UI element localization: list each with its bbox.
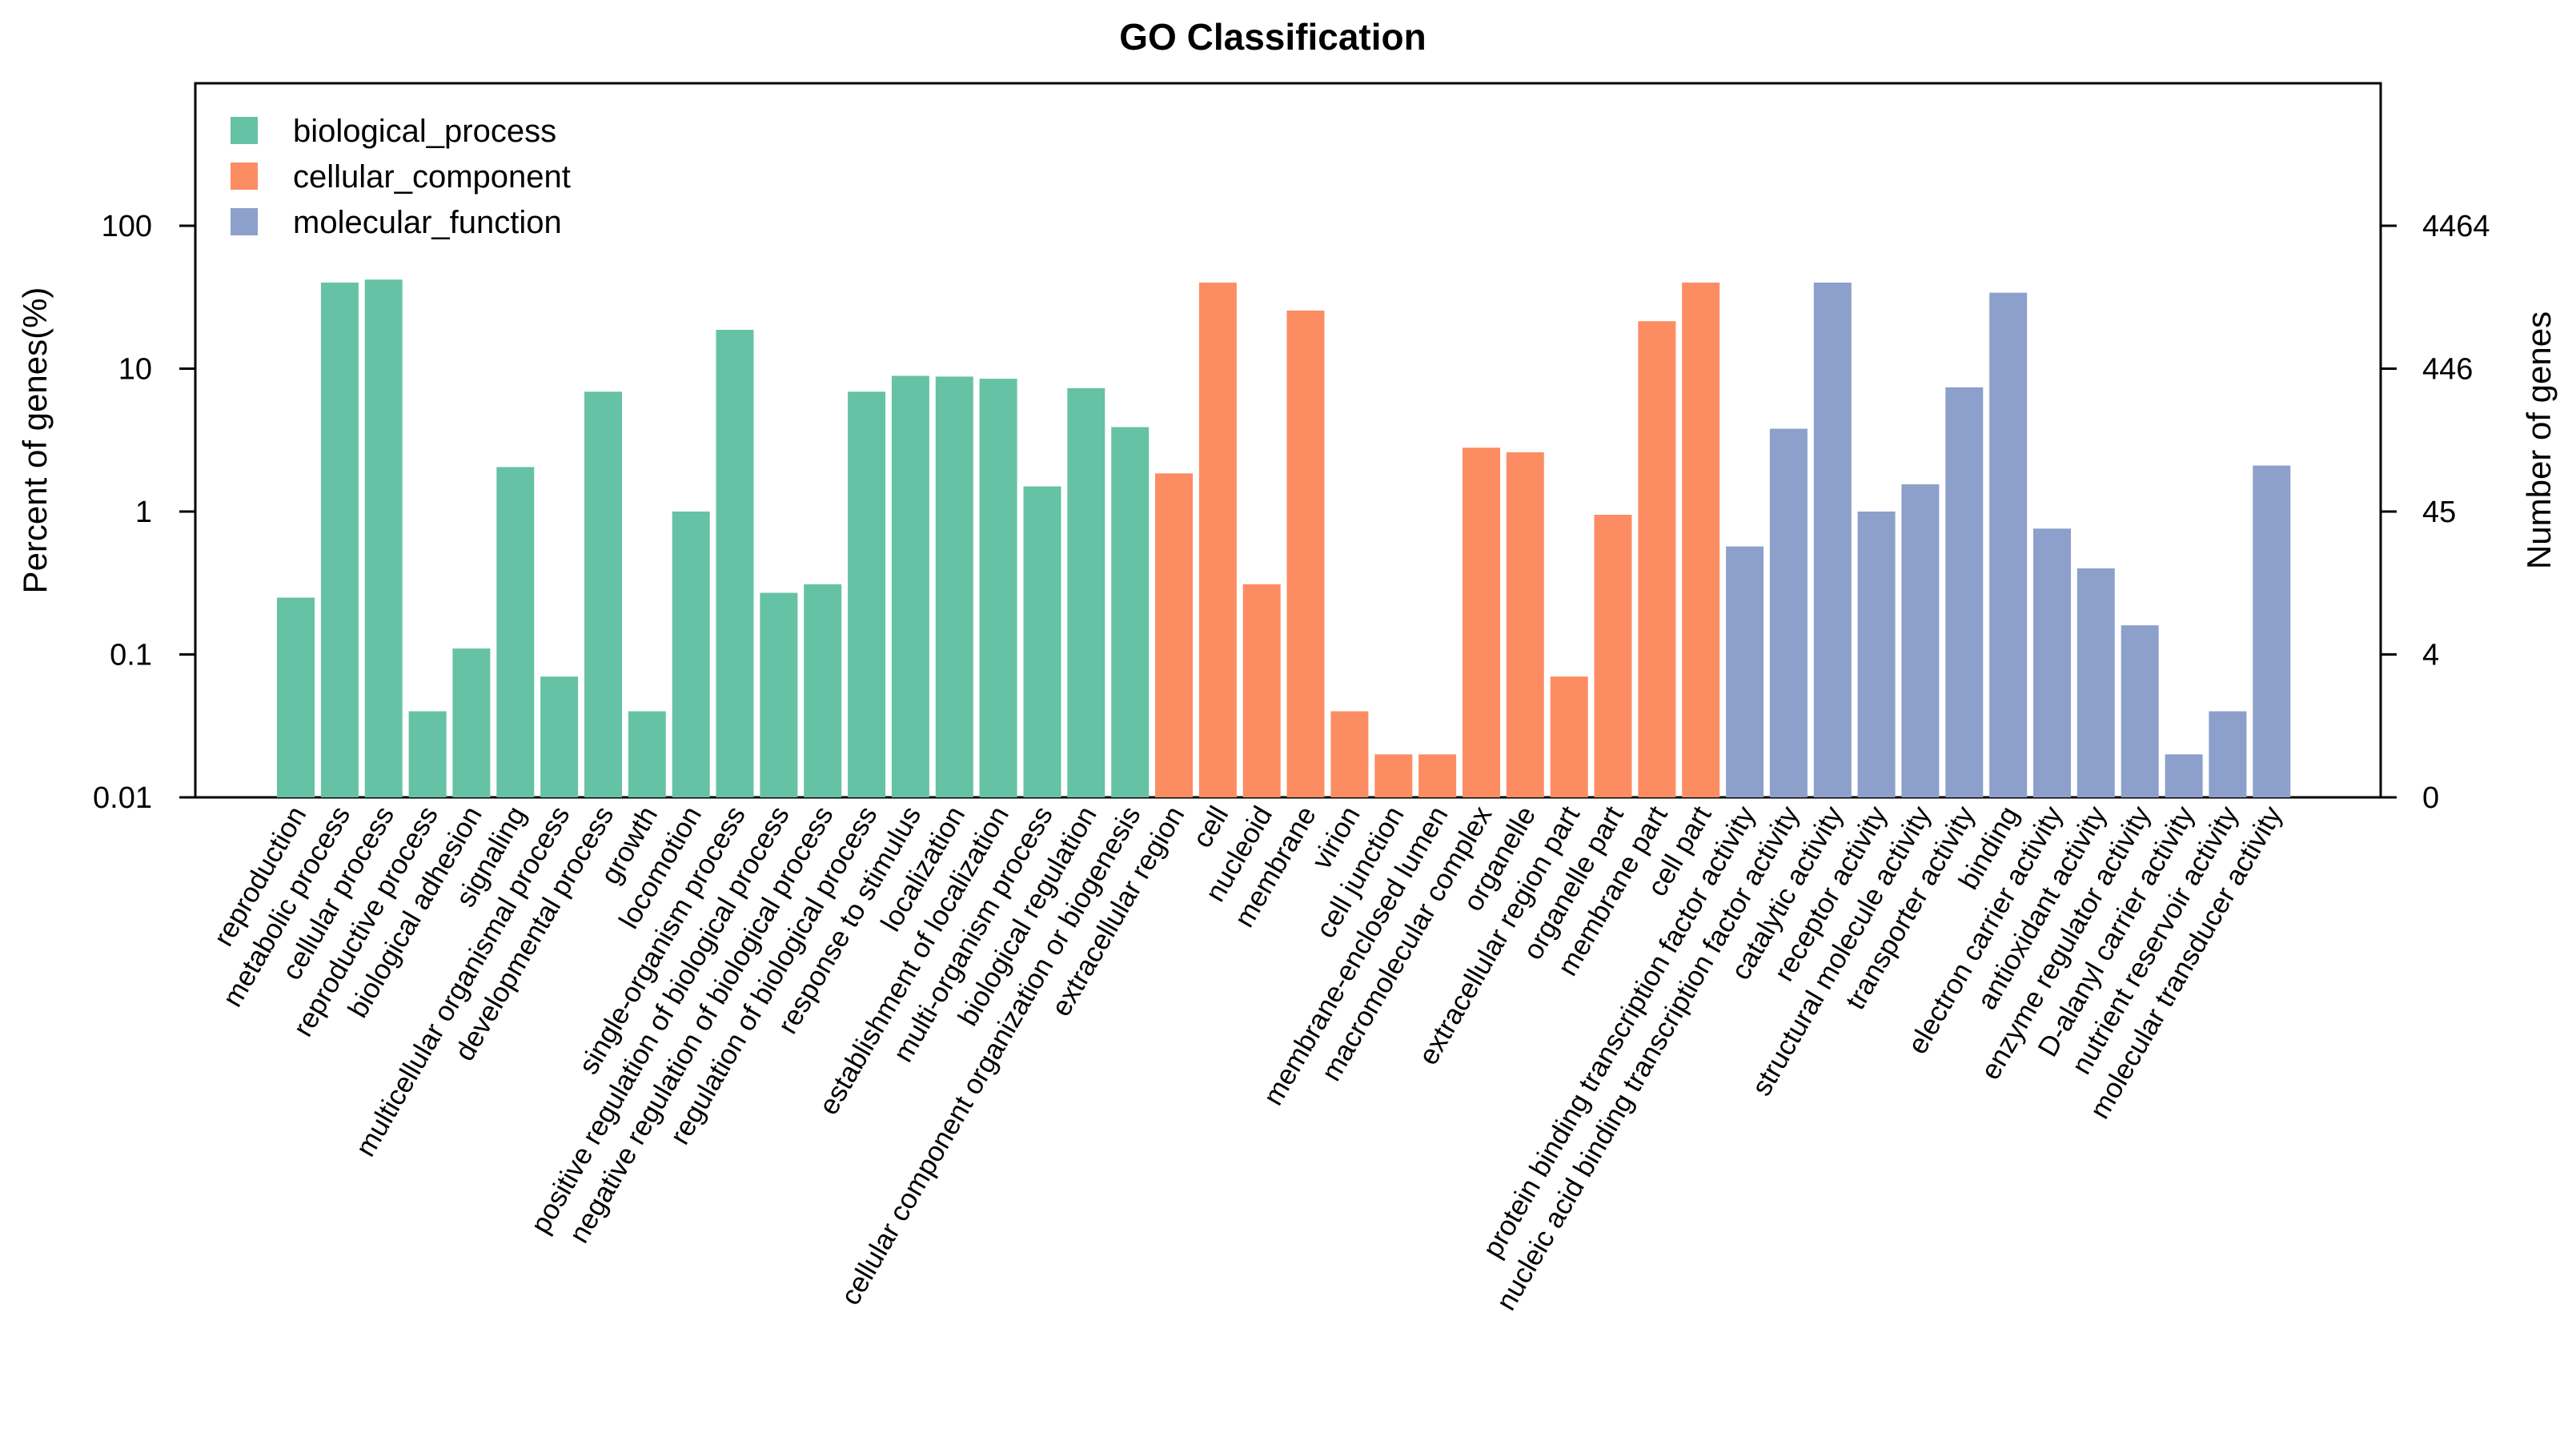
bar-structural-molecule-activity: [1901, 484, 1940, 797]
y-axis-label-left: Percent of genes(%): [16, 287, 54, 594]
y-right-tick-label: 4464: [2422, 210, 2490, 243]
chart-title: GO Classification: [1119, 16, 1426, 58]
bar-virion: [1330, 711, 1369, 797]
legend: biological_process cellular_componentmole…: [231, 114, 571, 240]
bar-protein-binding-transcription-factor-activity: [1726, 546, 1764, 797]
bar-positive-regulation-of-biological-process: [760, 592, 798, 797]
bar-group: [277, 279, 2291, 798]
bar-growth: [628, 711, 666, 797]
bar-nucleic-acid-binding-transcription-factor-activity: [1769, 428, 1808, 797]
bar-reproduction: [277, 597, 315, 797]
legend-swatch-biological-process: [231, 117, 258, 144]
bar-signaling: [496, 467, 535, 797]
y-left-tick-label: 10: [118, 353, 152, 387]
y-right-tick-label: 446: [2422, 353, 2473, 387]
bar-cellular-process: [364, 279, 403, 797]
y-axis-label-right: Number of genes: [2520, 311, 2558, 569]
bar-multicellular-organismal-process: [540, 676, 579, 797]
bar-enzyme-regulator-activity: [2121, 625, 2159, 797]
y-axis-right: 0 4 45 446 4464: [2381, 210, 2490, 815]
y-axis-left: 0.01 0.1 1 10 100: [93, 210, 197, 815]
legend-label-molecular-function: molecular_function: [293, 205, 562, 240]
bar-nucleoid: [1242, 584, 1281, 797]
bar-cellular-component-organization-or-biogenesis: [1111, 427, 1150, 797]
legend-label-cellular-component: cellular_component: [293, 159, 571, 195]
bar-establishment-of-localization: [979, 379, 1017, 798]
bar-membrane: [1286, 310, 1325, 797]
bar-single-organism-process: [716, 330, 754, 797]
y-left-tick-label: 100: [102, 210, 152, 243]
y-right-tick-label: 4: [2422, 639, 2439, 672]
bar-membrane-enclosed-lumen: [1418, 754, 1457, 797]
bar-cell: [1198, 283, 1237, 797]
bar-electron-carrier-activity: [2033, 528, 2071, 797]
legend-label-biological-process: biological_process: [293, 114, 556, 149]
bar-d-alanyl-carrier-activity: [2165, 754, 2203, 797]
bar-membrane-part: [1638, 321, 1676, 797]
y-right-tick-label: 0: [2422, 781, 2439, 815]
bar-metabolic-process: [320, 283, 359, 797]
bar-cell-junction: [1374, 754, 1413, 797]
y-left-tick-label: 0.01: [93, 781, 152, 815]
bar-catalytic-activity: [1813, 283, 1852, 797]
bar-receptor-activity: [1857, 512, 1896, 797]
bar-locomotion: [672, 512, 710, 797]
legend-swatch-cellular-component: [231, 163, 258, 190]
bar-antioxidant-activity: [2076, 568, 2115, 797]
bar-biological-regulation: [1067, 387, 1105, 797]
bar-localization: [935, 376, 973, 797]
bar-molecular-transducer-activity: [2253, 465, 2291, 797]
bar-organelle: [1506, 452, 1544, 797]
bar-reproductive-process: [408, 711, 447, 797]
bar-regulation-of-biological-process: [848, 391, 886, 797]
bar-developmental-process: [584, 391, 622, 797]
bar-response-to-stimulus: [891, 375, 929, 797]
y-left-tick-label: 1: [135, 496, 152, 529]
bar-transporter-activity: [1945, 387, 1984, 797]
legend-swatch-molecular-function: [231, 208, 258, 235]
bar-binding: [1989, 292, 2028, 798]
bar-nutrient-reservoir-activity: [2209, 711, 2247, 797]
bar-cell-part: [1682, 283, 1720, 797]
bar-extracellular-region: [1155, 473, 1193, 797]
y-left-tick-label: 0.1: [110, 639, 152, 672]
bar-extracellular-region-part: [1550, 676, 1588, 797]
bar-multi-organism-process: [1023, 486, 1061, 797]
bar-macromolecular-complex: [1463, 448, 1500, 797]
bar-organelle-part: [1594, 515, 1632, 797]
y-right-tick-label: 45: [2422, 496, 2456, 529]
bar-biological-adhesion: [452, 648, 491, 797]
bar-negative-regulation-of-biological-process: [804, 584, 842, 797]
